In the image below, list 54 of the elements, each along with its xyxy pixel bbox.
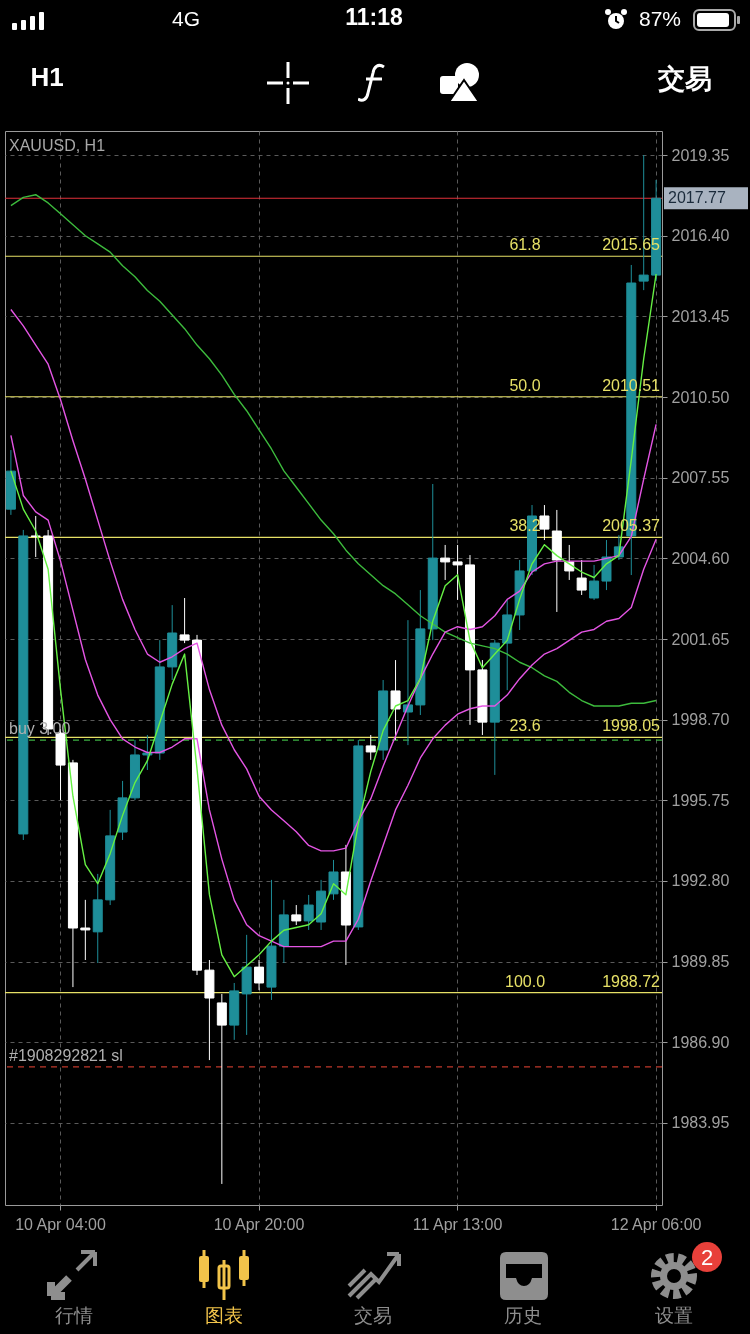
y-tick-label: 2019.35 — [671, 146, 730, 164]
candlestick — [576, 559, 587, 596]
text: 交易 — [354, 1305, 392, 1326]
y-tick-label: 1983.95 — [671, 1114, 730, 1132]
text: 2 — [700, 1245, 714, 1270]
y-tick-label: 2010.50 — [671, 388, 730, 406]
text: 图表 — [205, 1305, 243, 1326]
y-tick-label: 1986.90 — [671, 1033, 730, 1051]
candlestick — [390, 659, 401, 741]
annotation: 100.0 — [504, 972, 546, 990]
ref-line-label: 2017.77 — [668, 189, 726, 207]
annotation: 50.0 — [509, 376, 541, 394]
candlestick — [254, 959, 265, 991]
text: 4G — [171, 7, 201, 30]
candlestick — [440, 544, 451, 581]
text: 87% — [638, 7, 682, 30]
candlestick — [303, 894, 314, 931]
y-tick-label: 2001.65 — [671, 630, 730, 648]
y-tick-label: 1989.85 — [671, 953, 730, 971]
candlestick — [402, 619, 413, 746]
candlestick — [216, 993, 227, 1185]
annotation: 61.8 — [509, 236, 541, 254]
x-tick-label: 10 Apr 20:00 — [213, 1215, 305, 1233]
y-tick-label: 2013.45 — [671, 307, 730, 325]
text: 历史 — [504, 1305, 542, 1326]
text: 设置 — [655, 1305, 693, 1326]
text: 行情 — [55, 1305, 93, 1326]
candlestick — [179, 597, 190, 644]
candlestick — [80, 899, 91, 961]
candlestick — [539, 504, 550, 541]
candlestick — [30, 515, 41, 558]
y-tick-label: 2004.60 — [671, 549, 730, 567]
chart-title: XAUUSD, H1 — [9, 137, 106, 154]
text: H1 — [30, 62, 64, 92]
y-tick-label: 2016.40 — [671, 227, 730, 245]
ref-line-label: 1988.72 — [602, 972, 661, 990]
candlestick — [291, 904, 302, 926]
text: 交易 — [658, 64, 712, 94]
y-tick-label: 2007.55 — [671, 469, 730, 487]
x-tick-label: 11 Apr 13:00 — [412, 1215, 503, 1233]
x-tick-label: 10 Apr 04:00 — [15, 1215, 106, 1233]
y-tick-label: 1995.75 — [671, 791, 730, 809]
candlestick — [365, 734, 376, 761]
annotation: 23.6 — [509, 717, 541, 735]
candlestick — [328, 859, 339, 901]
candlestick — [589, 564, 600, 601]
ref-line-label: 1998.05 — [602, 717, 661, 735]
y-tick-label: 1998.70 — [671, 711, 730, 729]
candlestick — [452, 544, 463, 601]
candlestick — [142, 734, 153, 771]
text: 11:18 — [345, 4, 403, 30]
x-tick-label: 12 Apr 06:00 — [610, 1215, 702, 1233]
y-tick-label: 1992.80 — [671, 872, 730, 890]
ref-line-label: #1908292821 sl — [9, 1046, 123, 1064]
